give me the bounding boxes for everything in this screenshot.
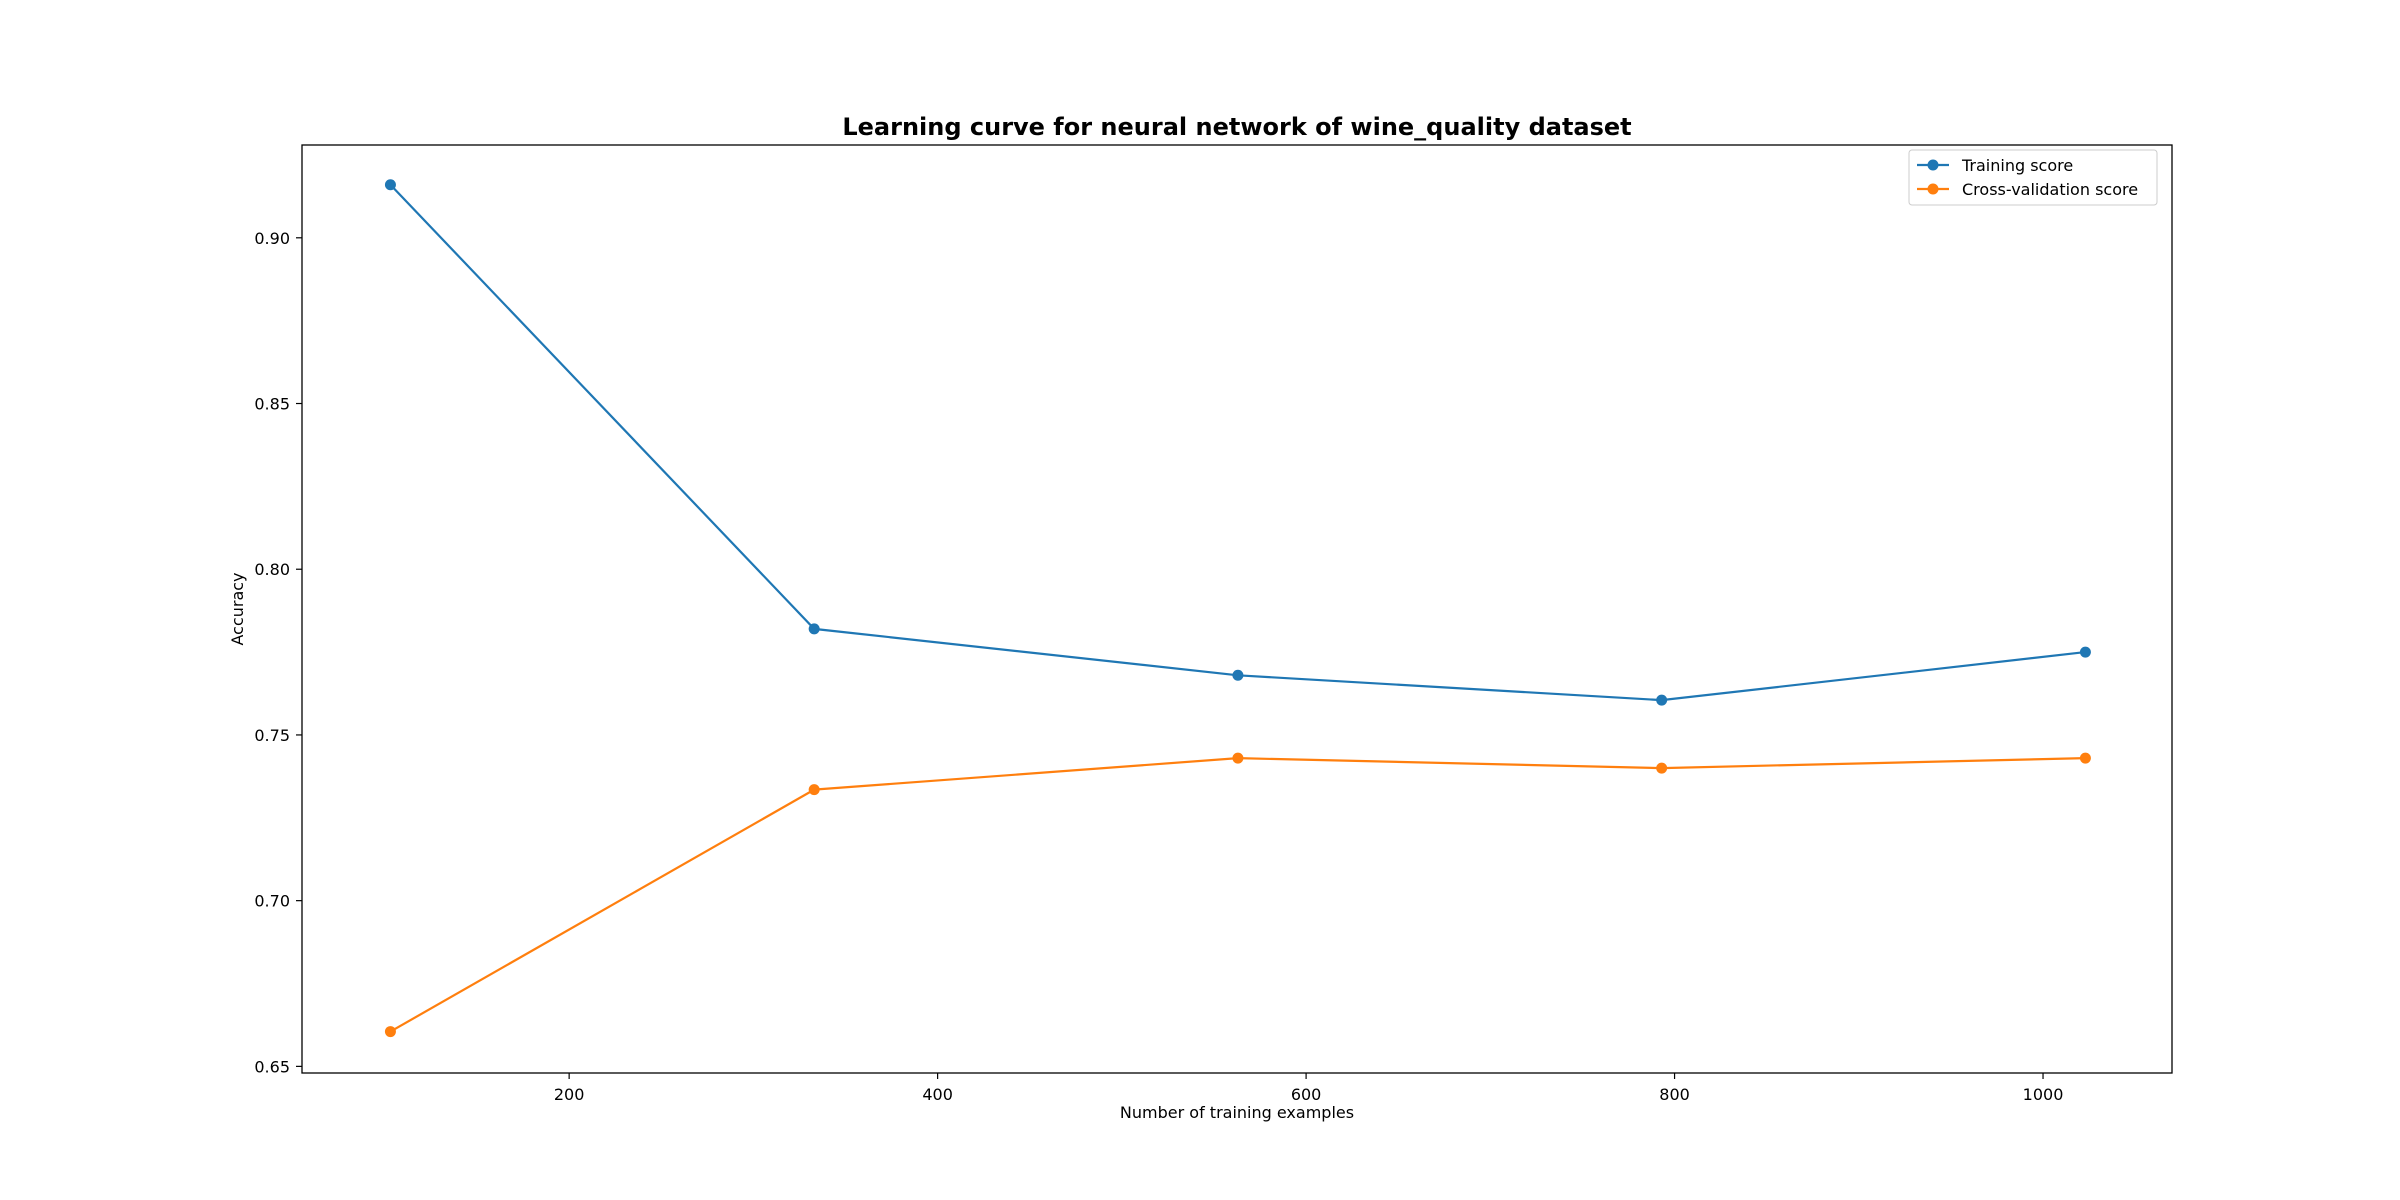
legend-label: Training score: [1961, 156, 2073, 175]
legend: Training score Cross-validation score: [1908, 149, 2158, 206]
series-training-score: [384, 179, 2091, 706]
data-point-cross-validation-score: [384, 1026, 396, 1038]
x-tick-label: 200: [554, 1085, 585, 1104]
plot-area: [301, 144, 2173, 1074]
data-point-cross-validation-score: [2079, 752, 2091, 764]
y-axis: 0.65 0.70 0.75 0.80 0.85 0.90: [254, 229, 302, 1076]
x-axis: 200 400 600 800 1000: [554, 1073, 2064, 1104]
y-tick-label: 0.70: [254, 892, 290, 911]
y-tick-label: 0.65: [254, 1057, 290, 1076]
legend-label: Cross-validation score: [1962, 180, 2138, 199]
data-point-training-score: [1232, 669, 1244, 681]
series-line-training-score: [389, 184, 2086, 702]
y-tick-label: 0.75: [254, 726, 290, 745]
plot-frame: [301, 144, 2173, 1074]
data-point-cross-validation-score: [1232, 752, 1244, 764]
y-tick-label: 0.80: [254, 560, 290, 579]
y-axis-label: Accuracy: [228, 572, 247, 645]
data-point-training-score: [1656, 694, 1668, 706]
chart-title: Learning curve for neural network of win…: [842, 113, 1631, 141]
legend-marker: [1927, 159, 1939, 171]
data-point-training-score: [808, 623, 820, 635]
y-tick-label: 0.85: [254, 395, 290, 414]
x-tick-label: 800: [1659, 1085, 1690, 1104]
y-tick-label: 0.90: [254, 229, 290, 248]
data-point-training-score: [384, 179, 396, 191]
legend-marker: [1927, 183, 1939, 195]
x-tick-label: 1000: [2023, 1085, 2064, 1104]
series-cross-validation-score: [384, 752, 2091, 1038]
legend-box: [1908, 149, 2158, 206]
data-point-cross-validation-score: [1656, 762, 1668, 774]
x-tick-label: 600: [1291, 1085, 1322, 1104]
x-axis-label: Number of training examples: [1120, 1103, 1354, 1122]
x-tick-label: 400: [922, 1085, 953, 1104]
series-line-cross-validation-score: [389, 757, 2086, 1033]
data-point-cross-validation-score: [808, 784, 820, 796]
data-point-training-score: [2079, 646, 2091, 658]
